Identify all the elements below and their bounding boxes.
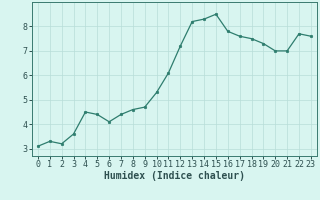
X-axis label: Humidex (Indice chaleur): Humidex (Indice chaleur) bbox=[104, 171, 245, 181]
